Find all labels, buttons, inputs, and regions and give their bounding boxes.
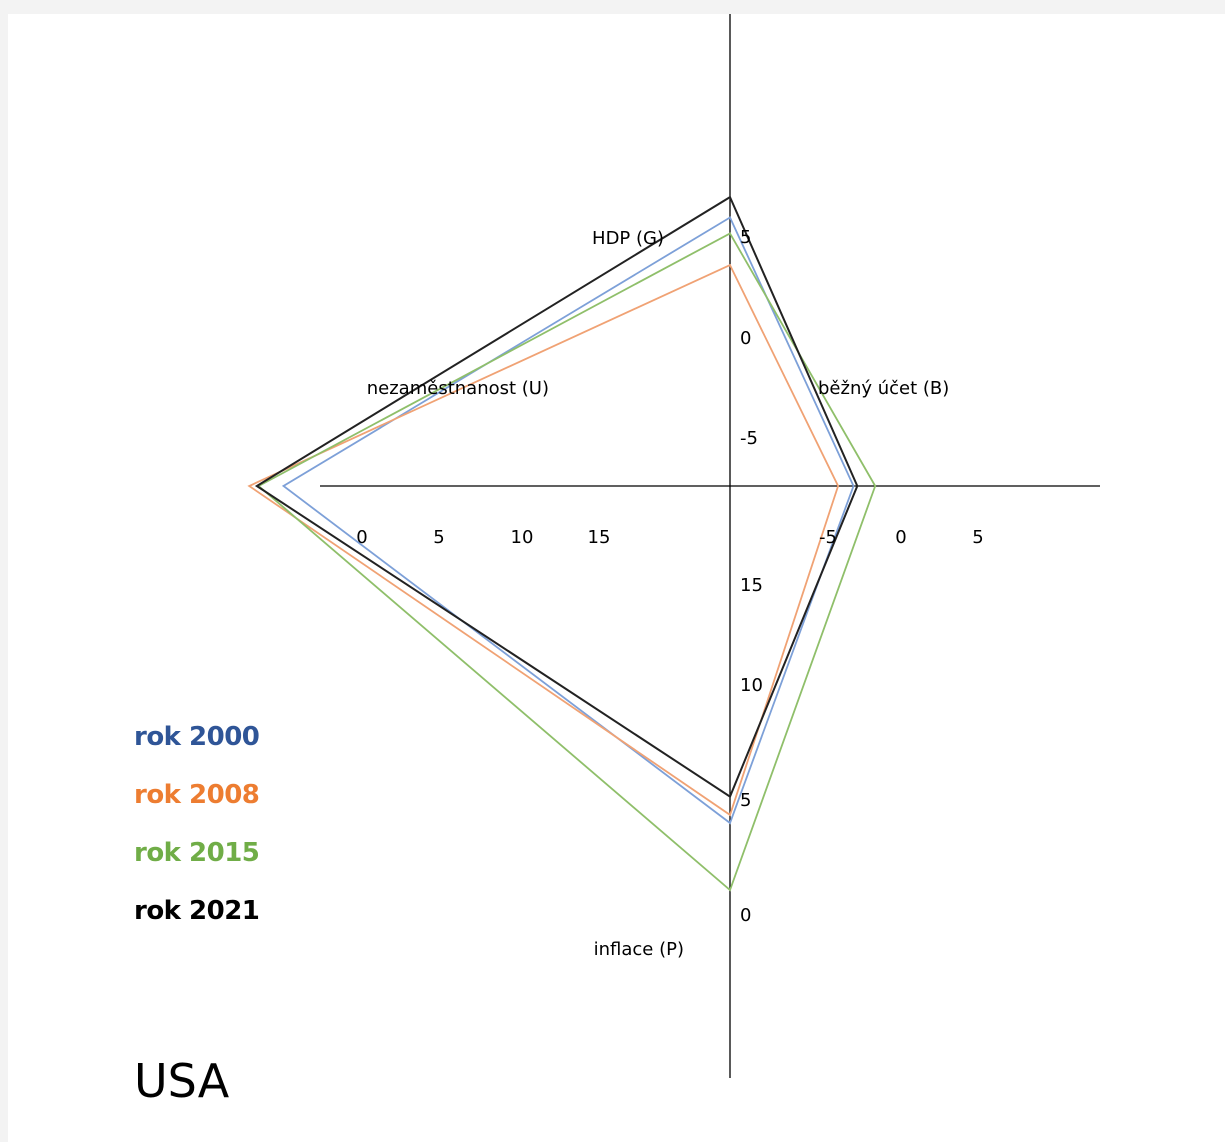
tick-label-b-0: -5 xyxy=(819,527,837,548)
tick-label-g-2: -5 xyxy=(740,428,758,449)
tick-label-b-2: 5 xyxy=(972,527,983,548)
tick-label-u-0: 0 xyxy=(356,527,367,548)
tick-label-p-1: 10 xyxy=(740,675,763,696)
series-line-rok-2000 xyxy=(281,216,855,825)
tick-label-b-1: 0 xyxy=(895,527,906,548)
tick-label-u-3: 15 xyxy=(588,527,611,548)
legend-item-2000: rok 2000 xyxy=(134,722,260,752)
axes-layer xyxy=(320,14,1100,1078)
tick-label-p-2: 5 xyxy=(740,790,751,811)
legend-item-2008: rok 2008 xyxy=(134,780,260,810)
series-layer xyxy=(247,195,877,892)
tick-label-u-1: 5 xyxy=(433,527,444,548)
tick-label-g-1: 0 xyxy=(740,328,751,349)
radar-chart: HDP (G) běžný účet (B) inflace (P) nezaměst… xyxy=(247,14,1100,1078)
series-line-rok-2021 xyxy=(254,195,859,799)
tick-label-p-0: 15 xyxy=(740,575,763,596)
axis-label-hdp: HDP (G) xyxy=(592,228,664,249)
legend-item-2021: rok 2021 xyxy=(134,896,260,926)
country-label: USA xyxy=(134,1054,230,1108)
axis-label-bezny-ucet: běžný účet (B) xyxy=(818,378,949,399)
tick-label-p-3: 0 xyxy=(740,905,751,926)
axis-label-inflace: inflace (P) xyxy=(594,939,684,960)
chart-card: HDP (G) běžný účet (B) inflace (P) nezaměst… xyxy=(8,14,1225,1142)
tick-label-u-2: 10 xyxy=(511,527,534,548)
tick-label-g-0: 5 xyxy=(740,227,751,248)
axis-label-nezamestnanost: nezaměstnanost (U) xyxy=(367,378,549,399)
legend-item-2015: rok 2015 xyxy=(134,838,260,868)
labels-layer: HDP (G) běžný účet (B) inflace (P) nezaměst… xyxy=(356,227,983,960)
